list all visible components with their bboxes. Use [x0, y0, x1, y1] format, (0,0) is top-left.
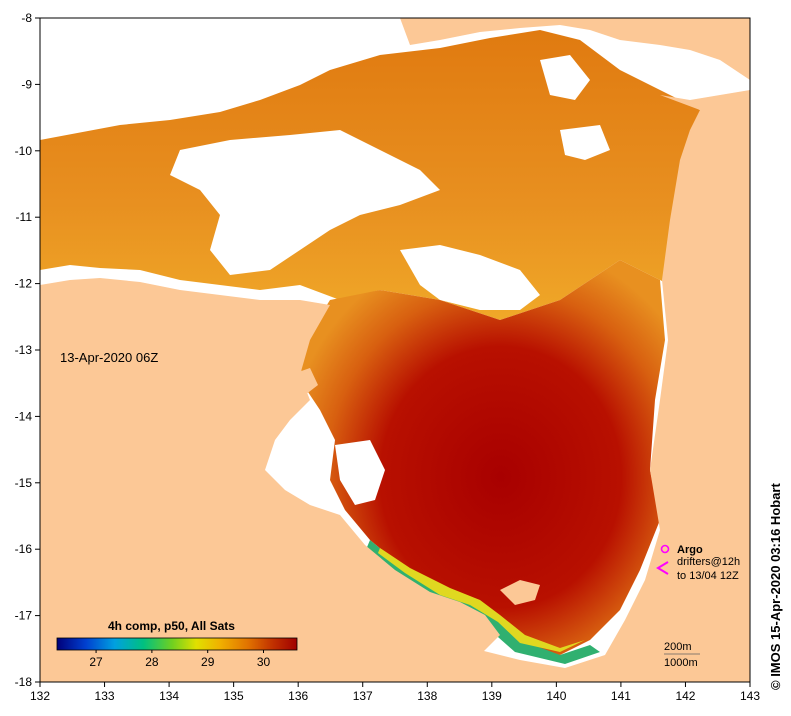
lon-tick-label: 137 [353, 689, 373, 703]
land-groote [290, 368, 318, 395]
lat-tick-label: -12 [15, 277, 33, 291]
lat-tick-label: -13 [15, 343, 33, 357]
lon-tick-label: 132 [30, 689, 50, 703]
credit-text: © IMOS 15-Apr-2020 03:16 Hobart [768, 483, 783, 690]
drifters-label-line1: drifters@12h [677, 556, 740, 568]
argo-label: Argo [677, 544, 703, 556]
lat-tick-label: -14 [15, 409, 33, 423]
lon-tick-label: 143 [740, 689, 760, 703]
bathymetry-legend: 200m 1000m [664, 641, 700, 669]
cloud-gap-northwest [40, 18, 330, 135]
colorbar-tick-label: 29 [201, 655, 215, 669]
lat-tick-label: -8 [21, 11, 32, 25]
colorbar-title: 4h comp, p50, All Sats [108, 619, 235, 633]
land-island-south [500, 580, 540, 605]
cloud-gap-east [400, 245, 540, 310]
colorbar-tick-label: 28 [145, 655, 159, 669]
bathy-1000m: 1000m [664, 657, 698, 669]
float-legend: Argo drifters@12h to 13/04 12Z [656, 544, 740, 582]
cloud-gap-ne [540, 55, 590, 100]
latitude-axis: -8 -9 -10 -11 -12 -13 -14 -15 -16 -17 -18 [15, 11, 40, 689]
timestamp-label: 13-Apr-2020 06Z [60, 350, 158, 365]
colorbar: 4h comp, p50, All Sats 27 28 29 30 [56, 619, 298, 669]
lon-tick-label: 141 [611, 689, 631, 703]
land-northern-territory [40, 278, 500, 682]
colorbar-tick-label: 27 [89, 655, 103, 669]
colorbar-gradient [56, 637, 298, 651]
lat-tick-label: -16 [15, 542, 33, 556]
cloud-gap-west-gulf [335, 440, 385, 505]
lon-tick-label: 136 [288, 689, 308, 703]
lon-tick-label: 134 [159, 689, 179, 703]
lon-tick-label: 142 [675, 689, 695, 703]
lon-tick-label: 139 [482, 689, 502, 703]
lon-tick-label: 133 [95, 689, 115, 703]
colorbar-ticks: 27 28 29 30 [89, 650, 271, 669]
lat-tick-label: -10 [15, 144, 33, 158]
drifter-arrow-icon [656, 561, 669, 575]
argo-icon [660, 544, 670, 554]
lat-tick-label: -11 [16, 210, 33, 224]
sst-coastal-cool [365, 540, 600, 664]
cloud-gap-central [170, 130, 440, 275]
lon-tick-label: 135 [224, 689, 244, 703]
land-new-guinea [400, 18, 750, 80]
lat-tick-label: -9 [21, 77, 32, 91]
lon-tick-label: 140 [546, 689, 566, 703]
lat-tick-label: -18 [15, 675, 33, 689]
lon-tick-label: 138 [417, 689, 437, 703]
land-cape-york [430, 90, 750, 682]
cloud-gap-ne2 [560, 125, 610, 160]
colorbar-tick-label: 30 [257, 655, 271, 669]
lat-tick-label: -17 [15, 609, 33, 623]
longitude-axis: 132 133 134 135 136 137 138 139 140 141 142 143 [30, 682, 760, 703]
bathy-200m: 200m [664, 641, 692, 653]
lat-tick-label: -15 [15, 476, 33, 490]
drifters-label-line2: to 13/04 12Z [677, 570, 739, 582]
